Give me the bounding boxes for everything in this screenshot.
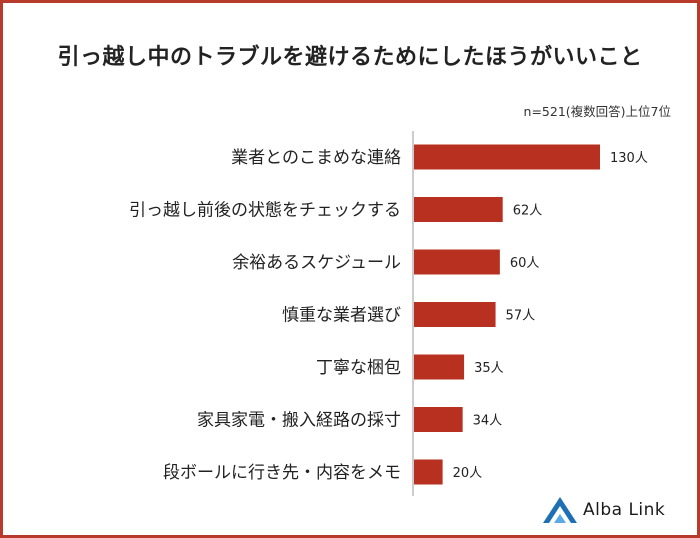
bar bbox=[414, 354, 465, 380]
category-label: 段ボールに行き先・内容をメモ bbox=[163, 463, 401, 483]
value-label: 130人 bbox=[610, 151, 648, 166]
chart-title: 引っ越し中のトラブルを避けるためにしたほうがいいこと bbox=[57, 45, 643, 70]
category-label: 余裕あるスケジュール bbox=[232, 253, 401, 273]
value-label: 34人 bbox=[473, 414, 503, 429]
bar bbox=[414, 302, 496, 327]
bar bbox=[414, 459, 443, 485]
bar bbox=[414, 144, 600, 170]
value-label: 60人 bbox=[510, 256, 540, 271]
value-label: 62人 bbox=[513, 204, 543, 219]
brand-name: Alba Link bbox=[583, 500, 666, 520]
bar bbox=[414, 249, 500, 275]
bar bbox=[414, 197, 503, 222]
value-label: 20人 bbox=[453, 466, 483, 481]
brand-logo: Alba Link bbox=[543, 497, 665, 523]
alba-link-logo-icon bbox=[543, 497, 577, 523]
category-label: 丁寧な梱包 bbox=[316, 358, 401, 378]
bar bbox=[414, 407, 463, 432]
value-label: 57人 bbox=[506, 309, 536, 324]
category-label: 業者とのこまめな連絡 bbox=[231, 148, 401, 168]
sample-note: n=521(複数回答)上位7位 bbox=[523, 104, 671, 119]
value-label: 35人 bbox=[474, 361, 504, 376]
category-label: 慎重な業者選び bbox=[282, 306, 401, 326]
category-label: 家具家電・搬入経路の採寸 bbox=[197, 411, 401, 431]
category-label: 引っ越し前後の状態をチェックする bbox=[129, 201, 401, 221]
